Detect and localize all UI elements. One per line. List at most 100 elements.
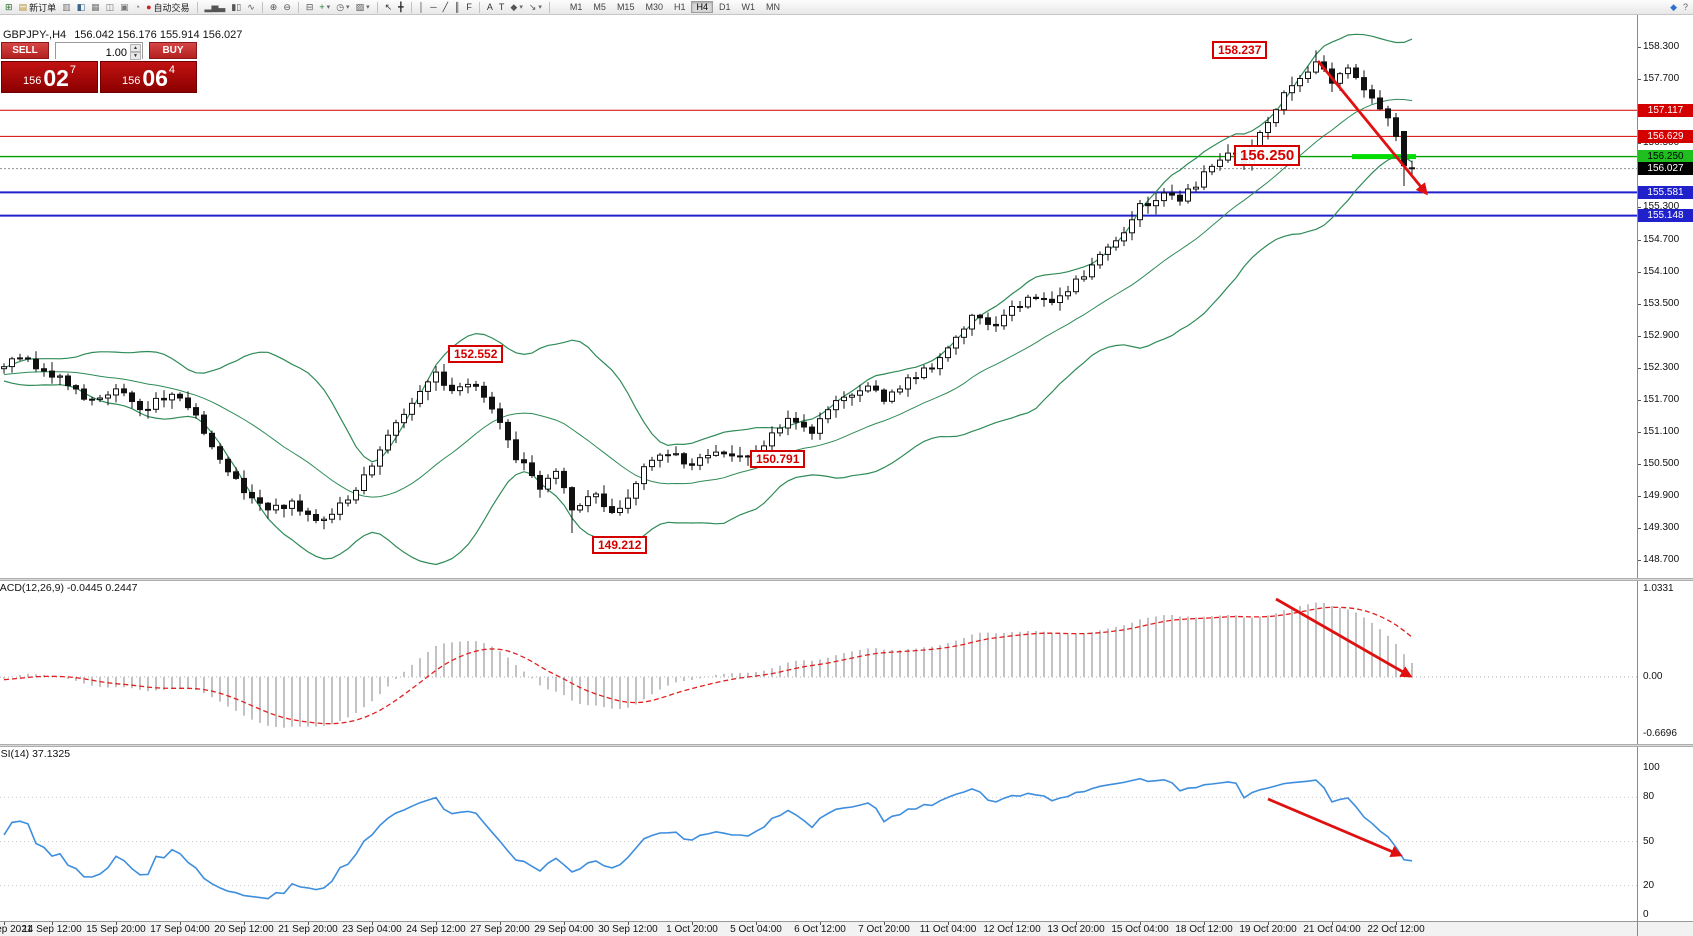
shapes-button[interactable]: ◆ ▾: [508, 1, 524, 13]
price-tag: 156.027: [1638, 162, 1693, 176]
equidistant-channel-icon[interactable]: ║: [452, 1, 462, 13]
time-label: 23 Sep 04:00: [342, 924, 402, 935]
candle-body: [929, 367, 935, 370]
cursor-icon[interactable]: ↖: [383, 1, 395, 13]
support-highlight-segment: [1352, 154, 1416, 160]
text-icon[interactable]: A: [485, 1, 495, 13]
bollinger-middle-band: [3, 98, 1413, 498]
strategy-tester-icon[interactable]: ◔: [133, 1, 142, 13]
zoom-in-icon[interactable]: ⊕: [268, 1, 280, 13]
volume-decrease-button[interactable]: ▼: [130, 52, 141, 60]
tile-windows-icon: ⊟: [305, 2, 314, 12]
buy-button[interactable]: BUY: [149, 42, 197, 59]
arrows-icon: ↘: [528, 2, 537, 12]
zoom-out-icon[interactable]: ⊖: [281, 1, 293, 13]
data-window-icon[interactable]: ▦: [89, 1, 102, 13]
rsi-panel[interactable]: RSI(14) 37.1325 100 80 50 20 0: [0, 747, 1693, 921]
bollinger-lower-band: [3, 155, 1413, 566]
price-tick-mark: [1637, 432, 1641, 434]
time-label: 14 Sep 2021: [0, 924, 33, 935]
candle-body: [1265, 122, 1271, 133]
candle-body: [297, 500, 303, 512]
timeframe-w1[interactable]: W1: [741, 2, 756, 12]
candle-body: [577, 505, 583, 511]
candle-body: [905, 377, 911, 390]
rsi-canvas[interactable]: [0, 747, 1637, 921]
metaquotes-icon[interactable]: ◆: [1668, 1, 1679, 13]
time-label: 19 Oct 20:00: [1239, 924, 1297, 935]
volume-increase-button[interactable]: ▲: [130, 44, 141, 52]
horizontal-line-icon[interactable]: ─: [428, 1, 438, 13]
text-label-icon[interactable]: T: [497, 1, 507, 13]
candle-body: [361, 474, 367, 491]
new-order-button[interactable]: ▤ 新订单: [17, 1, 59, 13]
sell-button[interactable]: SELL: [1, 42, 49, 59]
buy-price-display[interactable]: 156 06 4: [100, 61, 197, 93]
timeframe-d1[interactable]: D1: [719, 2, 731, 12]
arrows-button[interactable]: ↘ ▾: [527, 1, 544, 13]
chart-profiles-icon[interactable]: ▥: [60, 1, 73, 13]
candle-chart-icon[interactable]: ▮▯: [229, 1, 243, 13]
line-chart-icon[interactable]: ∿: [245, 1, 257, 13]
indicators-button[interactable]: + ▾: [317, 1, 332, 13]
indicators-icon: +: [319, 2, 325, 12]
candle-body: [593, 493, 599, 498]
panel-splitter[interactable]: [0, 578, 1693, 581]
volume-input[interactable]: [56, 45, 142, 61]
chart-title: GBPJPY-,H4 156.042 156.176 155.914 156.02…: [3, 29, 250, 41]
timeframe-mn[interactable]: MN: [766, 2, 781, 12]
timeframe-m15[interactable]: M15: [616, 2, 635, 12]
candle-body: [1, 366, 7, 370]
candle-body: [1121, 232, 1127, 242]
candle-body: [105, 394, 111, 399]
candle-body: [145, 408, 151, 411]
main-chart-canvas[interactable]: [0, 15, 1637, 578]
price-tag: 157.117: [1638, 103, 1693, 117]
crosshair-icon[interactable]: ╋: [396, 1, 405, 13]
time-tick-mark: [1012, 922, 1013, 925]
bar-chart-icon[interactable]: ▂▅▃: [203, 1, 228, 13]
vertical-line-icon[interactable]: │: [417, 1, 427, 13]
help-icon[interactable]: ?: [1681, 1, 1690, 13]
shapes-icon: ◆: [510, 2, 518, 12]
terminal-icon[interactable]: ▣: [118, 1, 131, 13]
toolbar-separator: [376, 1, 378, 13]
timeframe-m5[interactable]: M5: [593, 2, 606, 12]
candle-body: [1185, 188, 1191, 202]
timeframe-m30[interactable]: M30: [645, 2, 663, 12]
navigator-icon: ◫: [105, 2, 115, 12]
toolbar-separator: [196, 1, 198, 13]
sell-price-display[interactable]: 156 02 7: [1, 61, 98, 93]
periods-button[interactable]: ◷ ▾: [334, 1, 351, 13]
main-chart-panel[interactable]: GBPJPY-,H4 156.042 156.176 155.914 156.02…: [0, 15, 1693, 578]
market-watch-icon[interactable]: ◧: [75, 1, 88, 13]
fibonacci-icon[interactable]: F: [464, 1, 474, 13]
trendline-icon[interactable]: ╱: [441, 1, 450, 13]
price-tick-mark: [1637, 143, 1641, 145]
candle-body: [57, 375, 63, 378]
macd-canvas[interactable]: [0, 581, 1637, 744]
timeframe-h1[interactable]: H1: [673, 2, 686, 12]
timeframe-h4[interactable]: H4: [691, 1, 713, 13]
candle-body: [201, 414, 207, 434]
panel-splitter[interactable]: [0, 744, 1693, 747]
bollinger-upper-band: [3, 33, 1413, 463]
navigator-icon[interactable]: ◫: [104, 1, 117, 13]
candle-body: [633, 483, 639, 499]
macd-panel[interactable]: MACD(12,26,9) -0.0445 0.2447 1.0331 0.00 -…: [0, 581, 1693, 744]
new-chart-icon[interactable]: ⊞: [3, 1, 15, 13]
candle-body: [65, 375, 71, 387]
candle-body: [353, 489, 359, 501]
candle-body: [33, 358, 39, 370]
candle-body: [729, 453, 735, 457]
candle-body: [433, 371, 439, 383]
candle-body: [961, 328, 967, 338]
candle-body: [345, 499, 351, 504]
sell-price-sup: 7: [69, 64, 77, 76]
time-tick-mark: [52, 922, 53, 925]
timeframe-m1[interactable]: M1: [569, 2, 583, 12]
templates-button[interactable]: ▨ ▾: [354, 1, 372, 13]
tile-windows-icon[interactable]: ⊟: [304, 1, 316, 13]
auto-trading-button[interactable]: ● 自动交易: [144, 1, 191, 13]
